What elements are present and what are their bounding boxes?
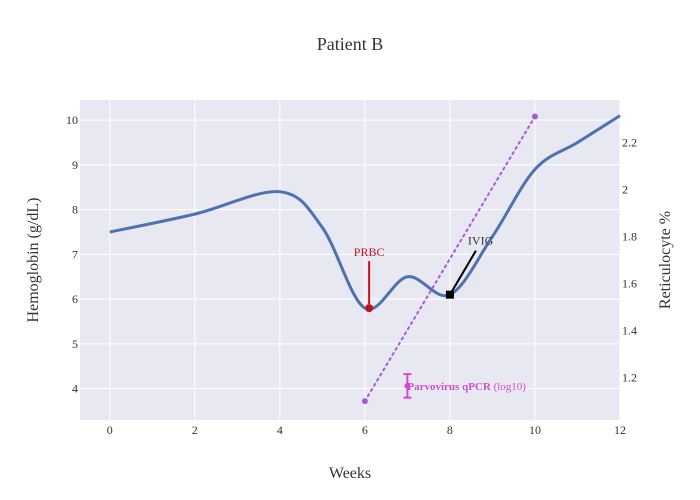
x-axis-label: Weeks	[329, 465, 371, 482]
ivig-arrow	[449, 250, 477, 296]
annotation-layer: PRBC IVIG Parvovirus qPCR (log10)	[354, 234, 526, 399]
y-left-tick-label: 10	[66, 113, 78, 127]
x-tick-label: 6	[362, 423, 368, 437]
y-left-tick-label: 5	[72, 337, 78, 351]
y-right-tick-label: 1.4	[622, 324, 637, 338]
x-tick-label: 0	[107, 423, 113, 437]
y-left-tick-label: 6	[72, 292, 78, 306]
chart-title: Patient B	[317, 34, 384, 54]
tick-labels: 0 2 4 6 8 10 12 4 5 6 7 8 9 10 1.2 1.4 1.6 1.8 2 2.2	[66, 113, 637, 437]
x-tick-label: 10	[529, 423, 541, 437]
y-left-tick-label: 9	[72, 158, 78, 172]
y-left-tick-label: 8	[72, 203, 78, 217]
prbc-marker	[365, 304, 374, 313]
y-left-tick-label: 4	[72, 382, 78, 396]
plot-area	[80, 100, 620, 420]
parvovirus-label: Parvovirus qPCR (log10)	[407, 381, 526, 393]
y-left-tick-label: 7	[72, 247, 78, 261]
y-right-tick-label: 1.8	[622, 229, 637, 243]
parvovirus-label-bold: Parvovirus qPCR	[407, 381, 491, 393]
parvovirus-label-suffix: (log10)	[491, 381, 526, 393]
x-tick-label: 8	[447, 423, 453, 437]
ivig-marker	[445, 290, 454, 299]
hemoglobin-line	[109, 114, 621, 311]
prbc-label: PRBC	[354, 245, 385, 259]
y-axis-right-label: Reticulocyte %	[657, 211, 674, 309]
gridlines	[80, 100, 621, 420]
y-right-tick-label: 2	[622, 182, 628, 196]
reticulocyte-line	[363, 115, 536, 403]
y-axis-left-label: Hemoglobin (g/dL)	[25, 198, 42, 323]
y-right-tick-label: 1.2	[622, 371, 637, 385]
parvovirus-point	[404, 382, 411, 389]
x-tick-label: 4	[277, 423, 283, 437]
reticulocyte-point	[531, 113, 538, 120]
series-layer	[109, 113, 621, 405]
reticulocyte-point	[361, 398, 368, 405]
y-right-tick-label: 2.2	[622, 135, 637, 149]
x-tick-label: 12	[614, 423, 626, 437]
y-right-tick-label: 1.6	[622, 277, 637, 291]
ivig-label: IVIG	[468, 234, 494, 248]
x-tick-label: 2	[192, 423, 198, 437]
